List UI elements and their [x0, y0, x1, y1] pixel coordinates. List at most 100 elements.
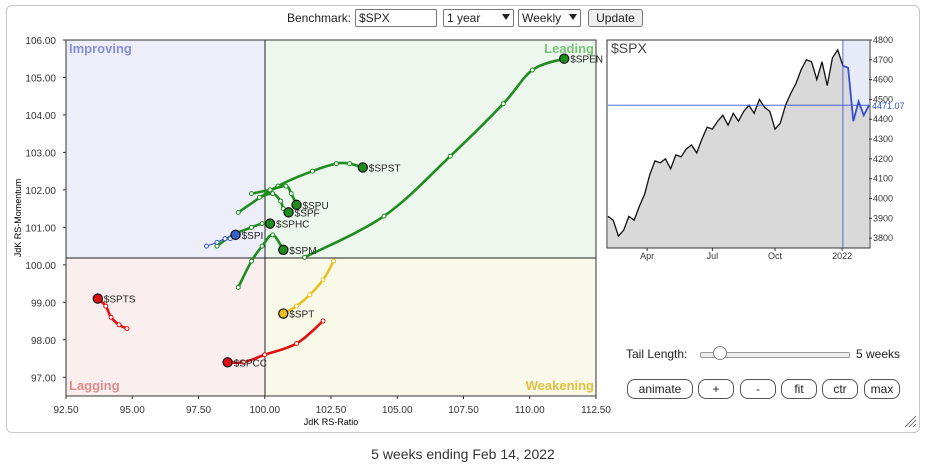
frequency-select-value: Weekly [522, 11, 562, 25]
head-marker[interactable] [278, 244, 289, 256]
x-tick-label: 102.50 [316, 405, 347, 416]
spx-y-tick-label: 3800 [873, 233, 893, 243]
zoom-in-button[interactable]: + [698, 379, 734, 399]
toolbar: Benchmark: $SPX 1 year Weekly Update [0, 9, 926, 29]
period-select[interactable]: 1 year [443, 9, 514, 27]
symbol-label: $SPI [242, 231, 264, 242]
tail-point [320, 318, 326, 324]
tail-point [235, 209, 241, 215]
zoom-out-button[interactable]: - [740, 379, 776, 399]
head-marker[interactable] [92, 293, 104, 304]
tail-point [447, 153, 453, 159]
max-button[interactable]: max [864, 379, 900, 399]
spx-y-tick-label: 4200 [873, 154, 893, 164]
symbol-label: $SPST [369, 163, 401, 174]
head-marker[interactable] [291, 199, 302, 211]
fit-button[interactable]: fit [781, 379, 817, 399]
spx-chart-frame [606, 39, 871, 249]
tail-point [302, 254, 307, 260]
head-marker[interactable] [559, 53, 570, 64]
tail-point [331, 258, 337, 264]
tail-point [267, 187, 273, 193]
benchmark-input[interactable]: $SPX [355, 9, 437, 27]
tail-point [203, 243, 209, 249]
x-tick-label: 107.50 [448, 405, 479, 416]
update-button[interactable]: Update [588, 9, 643, 27]
spx-tail-line [842, 64, 870, 122]
spx-chart [607, 40, 870, 249]
benchmark-label: Benchmark: [287, 11, 352, 25]
spx-y-tick-label: 4600 [873, 75, 893, 85]
chevron-down-icon [502, 14, 510, 20]
y-tick-label: 106.00 [25, 36, 56, 47]
x-axis-title: JdK RS-Ratio [304, 417, 359, 427]
tail-point [103, 303, 109, 309]
weakening-quadrant [265, 258, 596, 396]
tail-point [259, 221, 265, 227]
spx-title: $SPX [611, 40, 647, 56]
tail-point [307, 292, 313, 298]
head-marker[interactable] [278, 308, 289, 319]
symbol-label: $SPT [289, 310, 314, 321]
animate-button[interactable]: animate [627, 379, 693, 399]
tail-point [124, 326, 130, 332]
tail-length-slider-thumb[interactable] [713, 346, 727, 360]
tail-point [278, 198, 284, 204]
y-tick-label: 98.00 [31, 336, 56, 347]
y-tick-label: 101.00 [25, 223, 56, 234]
x-tick-label: 95.00 [120, 405, 145, 416]
y-tick-label: 103.00 [25, 148, 56, 159]
tail-point [249, 224, 254, 230]
tail-point [294, 303, 300, 309]
x-tick-label: 100.00 [249, 405, 280, 416]
spx-y-tick-label: 4300 [873, 134, 893, 144]
spx-x-axis-ticks: Apr Jul Oct 2022 [640, 248, 852, 261]
y-axis-ticks: 97.00 98.00 99.00 100.00 101.00 102.00 103.00 1… [25, 36, 66, 384]
symbol-label: $SPEN [570, 55, 603, 66]
head-marker[interactable] [357, 162, 368, 173]
tail-point [249, 258, 254, 264]
tail-point [347, 161, 353, 167]
y-axis-title: JdK RS-Momentum [13, 179, 23, 258]
tail-point [222, 236, 228, 242]
tail-point [270, 232, 276, 238]
head-marker[interactable] [283, 207, 294, 218]
tail-point [333, 161, 339, 167]
x-axis-ticks: 92.50 95.00 97.50 100.00 102.50 105.00 107.50 1… [53, 396, 611, 416]
center-button[interactable]: ctr [822, 379, 858, 399]
tail-point [241, 359, 247, 365]
spx-line [607, 48, 844, 238]
tail-length-slider-track[interactable] [700, 352, 850, 358]
tail-point [262, 352, 268, 358]
tail-point [116, 322, 122, 328]
y-tick-label: 100.00 [25, 261, 56, 272]
spx-last-value: 4471.07 [872, 101, 905, 111]
symbol-label: $SPHC [276, 220, 309, 231]
symbol-label: $SPU [303, 201, 329, 212]
tail-point [529, 67, 535, 73]
x-tick-label: 97.50 [186, 405, 211, 416]
tail-point [235, 284, 241, 290]
spx-y-tick-label: 4500 [873, 94, 893, 104]
tail-point [214, 239, 220, 245]
spx-y-tick-label: 4800 [873, 35, 893, 45]
leading-label: Leading [544, 41, 594, 56]
tail-point [270, 191, 276, 197]
y-tick-label: 104.00 [25, 111, 56, 122]
spx-area [608, 49, 869, 249]
tail-point [320, 277, 326, 283]
tail-point [249, 191, 254, 197]
head-marker[interactable] [222, 357, 233, 368]
tail-point [259, 243, 265, 249]
tail-length-value: 5 weeks [856, 347, 901, 361]
tail-point [500, 101, 506, 107]
spx-y-tick-label: 4400 [873, 114, 893, 124]
spx-x-tick-label: 2022 [832, 251, 852, 261]
head-marker[interactable] [230, 229, 241, 241]
frequency-select[interactable]: Weekly [518, 9, 581, 27]
head-marker[interactable] [264, 218, 276, 229]
resize-handle-icon[interactable] [903, 414, 917, 428]
x-tick-label: 105.00 [382, 405, 413, 416]
period-select-value: 1 year [447, 11, 481, 25]
